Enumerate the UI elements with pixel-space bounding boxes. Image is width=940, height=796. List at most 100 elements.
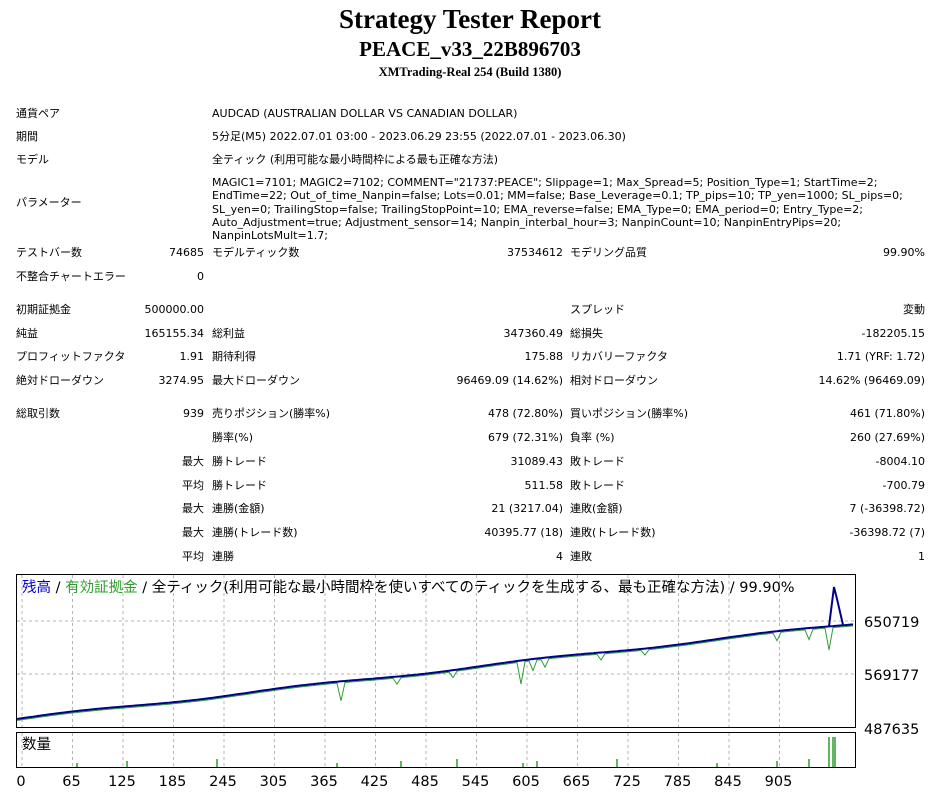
- symbol-label: 通貨ペア: [16, 107, 60, 120]
- bars-label: テストバー数: [16, 246, 82, 259]
- gross-loss-value: -182205.15: [861, 327, 925, 340]
- rel-drawdown-label: 相対ドローダウン: [570, 374, 658, 387]
- profit-factor-value: 1.91: [179, 350, 205, 363]
- abs-drawdown-value: 3274.95: [158, 374, 205, 387]
- parameters-label: パラメーター: [16, 196, 82, 209]
- total-trades-label: 総取引数: [16, 407, 60, 420]
- legend-equity: 有効証拠金: [65, 580, 138, 596]
- avg-word: 平均: [182, 479, 204, 492]
- y-axis-label: 650719: [864, 615, 920, 631]
- deposit-label: 初期証拠金: [16, 303, 71, 316]
- deposit-value: 500000.00: [144, 303, 205, 316]
- x-axis-label: 725: [613, 774, 641, 790]
- max-word: 最大: [182, 455, 204, 468]
- max-loss-label: 敗トレード: [570, 455, 625, 468]
- x-axis-label: 905: [764, 774, 793, 790]
- cons-wins-count-value: 40395.77 (18): [484, 526, 563, 539]
- y-axis-label: 487635: [864, 722, 920, 738]
- legend-description: / 全ティック(利用可能な最小時間枠を使いすべてのティックを生成する、最も正確な…: [137, 580, 795, 596]
- long-positions-value: 461 (71.80%): [849, 407, 925, 420]
- volume-panel: 数量: [16, 732, 856, 768]
- ticks-value: 37534612: [507, 246, 563, 259]
- max-win-value: 31089.43: [510, 455, 564, 468]
- ticks-label: モデルティック数: [212, 246, 300, 259]
- loss-rate-value: 260 (27.69%): [849, 431, 925, 444]
- balance-line: [17, 586, 854, 720]
- x-axis-label: 185: [158, 774, 187, 790]
- short-positions-value: 478 (72.80%): [487, 407, 563, 420]
- balance-chart: 残高 / 有効証拠金 / 全ティック(利用可能な最小時間枠を使いすべてのティック…: [16, 574, 856, 728]
- max-win-label: 勝トレード: [212, 455, 267, 468]
- cons-wins-count-label: 連勝(トレード数): [212, 526, 298, 539]
- model-label: モデル: [16, 153, 49, 166]
- long-positions-label: 買いポジション(勝率%): [570, 407, 689, 420]
- volume-label: 数量: [22, 737, 51, 753]
- chart-legend: 残高 / 有効証拠金 / 全ティック(利用可能な最小時間枠を使いすべてのティック…: [22, 579, 795, 597]
- win-rate-value: 679 (72.31%): [487, 431, 563, 444]
- abs-drawdown-label: 絶対ドローダウン: [16, 374, 104, 387]
- ea-name: PEACE_v33_22B896703: [359, 37, 581, 61]
- legend-separator: /: [51, 580, 66, 596]
- total-trades-value: 939: [183, 407, 204, 420]
- rel-drawdown-value: 14.62% (96469.09): [818, 374, 925, 387]
- parameters-value: MAGIC1=7101; MAGIC2=7102; COMMENT="21737…: [212, 176, 903, 243]
- x-axis-label: 845: [714, 774, 742, 790]
- legend-balance: 残高: [22, 580, 51, 596]
- x-axis-label: 425: [360, 774, 389, 790]
- server-build: XMTrading-Real 254 (Build 1380): [378, 65, 562, 79]
- spread-label: スプレッド: [570, 303, 625, 316]
- period-label: 期間: [16, 130, 38, 143]
- cons-losses-amount-label: 連敗(金額): [570, 502, 623, 515]
- avg-cons-wins-label: 連勝: [212, 550, 234, 563]
- x-axis-label: 665: [562, 774, 591, 790]
- avg-loss-label: 敗トレード: [570, 479, 625, 492]
- max-drawdown-value: 96469.09 (14.62%): [456, 374, 563, 387]
- x-axis-label: 305: [259, 774, 288, 790]
- avg-win-value: 511.58: [524, 479, 564, 492]
- bars-value: 74685: [169, 246, 204, 259]
- profit-factor-label: プロフィットファクタ: [16, 350, 126, 363]
- symbol-value: AUDCAD (AUSTRALIAN DOLLAR VS CANADIAN DO…: [212, 107, 518, 120]
- mismatch-value: 0: [197, 270, 204, 283]
- max-drawdown-label: 最大ドローダウン: [212, 374, 300, 387]
- avg-word: 平均: [182, 550, 204, 563]
- cons-wins-amount-label: 連勝(金額): [212, 502, 265, 515]
- max-loss-value: -8004.10: [875, 455, 925, 468]
- report-title: Strategy Tester Report: [339, 4, 601, 34]
- avg-loss-value: -700.79: [882, 479, 925, 492]
- spread-value: 変動: [903, 303, 925, 316]
- balance-chart-canvas: [17, 575, 855, 727]
- avg-cons-wins-value: 4: [556, 550, 563, 563]
- period-value: 5分足(M5) 2022.07.01 03:00 - 2023.06.29 23…: [212, 130, 626, 143]
- mismatch-label: 不整合チャートエラー: [16, 270, 126, 283]
- gross-profit-value: 347360.49: [503, 327, 564, 340]
- cons-wins-amount-value: 21 (3217.04): [491, 502, 563, 515]
- expected-payoff-value: 175.88: [524, 350, 564, 363]
- max-word: 最大: [182, 526, 204, 539]
- avg-cons-losses-value: 1: [918, 550, 925, 563]
- x-axis-label: 545: [461, 774, 490, 790]
- x-axis-label: 365: [310, 774, 338, 790]
- net-profit-label: 純益: [16, 327, 38, 340]
- cons-losses-count-value: -36398.72 (7): [849, 526, 925, 539]
- x-axis-label: 0: [16, 774, 26, 790]
- expected-payoff-label: 期待利得: [212, 350, 256, 363]
- x-axis-label: 65: [62, 774, 81, 790]
- equity-line: [17, 625, 854, 721]
- x-axis-label: 605: [512, 774, 540, 790]
- recovery-factor-label: リカバリーファクタ: [570, 350, 668, 363]
- y-axis-label: 569177: [864, 668, 920, 684]
- gross-profit-label: 総利益: [212, 327, 245, 340]
- loss-rate-label: 負率 (%): [570, 431, 615, 444]
- quality-value: 99.90%: [883, 246, 925, 259]
- model-value: 全ティック (利用可能な最小時間枠による最も正確な方法): [212, 153, 499, 166]
- x-axis-label: 785: [663, 774, 692, 790]
- cons-losses-amount-value: 7 (-36398.72): [849, 502, 925, 515]
- x-axis-label: 125: [108, 774, 136, 790]
- recovery-factor-value: 1.71 (YRF: 1.72): [836, 350, 925, 363]
- avg-cons-losses-label: 連敗: [570, 550, 592, 563]
- net-profit-value: 165155.34: [144, 327, 205, 340]
- gross-loss-label: 総損失: [570, 327, 603, 340]
- volume-canvas: [21, 733, 836, 767]
- win-rate-label: 勝率(%): [212, 431, 254, 444]
